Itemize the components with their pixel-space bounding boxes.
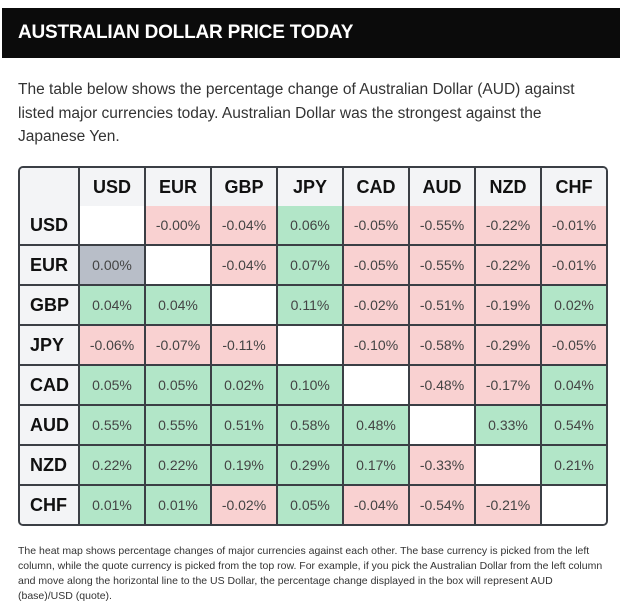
heatmap-cell: 0.48% <box>344 406 410 446</box>
heatmap-cell: -0.58% <box>410 326 476 366</box>
heatmap-cell: 0.05% <box>278 486 344 524</box>
column-header-cad: CAD <box>344 168 410 206</box>
column-header-usd: USD <box>80 168 146 206</box>
column-header-chf: CHF <box>542 168 606 206</box>
table-row: CHF 0.01% 0.01% -0.02% 0.05% -0.04% -0.54% -0.2… <box>20 486 606 524</box>
heatmap-cell: 0.58% <box>278 406 344 446</box>
heatmap-cell: -0.06% <box>80 326 146 366</box>
table-row: JPY -0.06% -0.07% -0.11% -0.10% -0.58% -0.29% -… <box>20 326 606 366</box>
heatmap-cell: -0.54% <box>410 486 476 524</box>
heatmap-cell: -0.51% <box>410 286 476 326</box>
page-title: AUSTRALIAN DOLLAR PRICE TODAY <box>18 22 354 43</box>
heatmap-cell: 0.01% <box>80 486 146 524</box>
currency-heatmap-table: USD EUR GBP JPY CAD AUD NZD CHF USD -0.00% -0.04%… <box>18 166 608 526</box>
row-header-aud: AUD <box>20 406 80 446</box>
heatmap-cell: 0.02% <box>212 366 278 406</box>
heatmap-cell: -0.05% <box>344 246 410 286</box>
row-header-chf: CHF <box>20 486 80 524</box>
heatmap-cell: 0.33% <box>476 406 542 446</box>
heatmap-cell <box>542 486 606 524</box>
heatmap-cell: 0.54% <box>542 406 606 446</box>
heatmap-cell: -0.00% <box>146 206 212 246</box>
heatmap-cell <box>410 406 476 446</box>
heatmap-cell: 0.22% <box>146 446 212 486</box>
heatmap-cell: -0.55% <box>410 206 476 246</box>
row-header-nzd: NZD <box>20 446 80 486</box>
heatmap-cell: 0.21% <box>542 446 606 486</box>
heatmap-cell: -0.55% <box>410 246 476 286</box>
row-header-cad: CAD <box>20 366 80 406</box>
table-row: USD -0.00% -0.04% 0.06% -0.05% -0.55% -0.22% -0… <box>20 206 606 246</box>
heatmap-cell: -0.29% <box>476 326 542 366</box>
heatmap-cell: -0.33% <box>410 446 476 486</box>
heatmap-cell <box>476 446 542 486</box>
corner-cell <box>20 168 80 206</box>
column-header-jpy: JPY <box>278 168 344 206</box>
heatmap-cell: 0.10% <box>278 366 344 406</box>
heatmap-cell: 0.04% <box>80 286 146 326</box>
heatmap-cell: -0.22% <box>476 206 542 246</box>
table-row: NZD 0.22% 0.22% 0.19% 0.29% 0.17% -0.33% 0.21% <box>20 446 606 486</box>
heatmap-cell: -0.11% <box>212 326 278 366</box>
column-header-eur: EUR <box>146 168 212 206</box>
heatmap-cell: 0.17% <box>344 446 410 486</box>
heatmap-cell: 0.02% <box>542 286 606 326</box>
heatmap-cell: 0.06% <box>278 206 344 246</box>
heatmap-cell: 0.01% <box>146 486 212 524</box>
heatmap-cell: 0.51% <box>212 406 278 446</box>
header-row: USD EUR GBP JPY CAD AUD NZD CHF <box>20 168 606 206</box>
heatmap-cell: 0.05% <box>146 366 212 406</box>
heatmap-cell: -0.19% <box>476 286 542 326</box>
heatmap-cell: 0.00% <box>80 246 146 286</box>
heatmap-cell: -0.01% <box>542 246 606 286</box>
heatmap-cell: -0.02% <box>344 286 410 326</box>
heatmap-cell: -0.17% <box>476 366 542 406</box>
table-row: GBP 0.04% 0.04% 0.11% -0.02% -0.51% -0.19% 0.02… <box>20 286 606 326</box>
column-header-aud: AUD <box>410 168 476 206</box>
heatmap-cell <box>344 366 410 406</box>
heatmap-cell: -0.48% <box>410 366 476 406</box>
heatmap-cell <box>278 326 344 366</box>
heatmap-cell: -0.04% <box>344 486 410 524</box>
row-header-gbp: GBP <box>20 286 80 326</box>
row-header-eur: EUR <box>20 246 80 286</box>
heatmap-cell: -0.10% <box>344 326 410 366</box>
heatmap-cell: -0.05% <box>344 206 410 246</box>
heatmap-cell: -0.04% <box>212 206 278 246</box>
heatmap-cell: 0.04% <box>146 286 212 326</box>
heatmap-cell: 0.11% <box>278 286 344 326</box>
row-header-usd: USD <box>20 206 80 246</box>
column-header-nzd: NZD <box>476 168 542 206</box>
heatmap-cell: -0.21% <box>476 486 542 524</box>
table-row: AUD 0.55% 0.55% 0.51% 0.58% 0.48% 0.33% 0.54% <box>20 406 606 446</box>
intro-text: The table below shows the percentage cha… <box>18 81 575 145</box>
heatmap-cell: 0.07% <box>278 246 344 286</box>
heatmap-cell: -0.01% <box>542 206 606 246</box>
heatmap-cell <box>146 246 212 286</box>
heatmap-cell: -0.02% <box>212 486 278 524</box>
heatmap-cell: 0.05% <box>80 366 146 406</box>
heatmap-cell: 0.55% <box>80 406 146 446</box>
title-bar: AUSTRALIAN DOLLAR PRICE TODAY <box>2 8 620 58</box>
table-row: EUR 0.00% -0.04% 0.07% -0.05% -0.55% -0.22% -0.… <box>20 246 606 286</box>
heatmap-cell: 0.29% <box>278 446 344 486</box>
footnote-text: The heat map shows percentage changes of… <box>18 545 603 602</box>
table-row: CAD 0.05% 0.05% 0.02% 0.10% -0.48% -0.17% 0.04% <box>20 366 606 406</box>
heatmap-cell: -0.22% <box>476 246 542 286</box>
heatmap-cell <box>80 206 146 246</box>
heatmap-cell: 0.19% <box>212 446 278 486</box>
heatmap-cell: 0.22% <box>80 446 146 486</box>
heatmap-cell: 0.04% <box>542 366 606 406</box>
heatmap-cell: -0.07% <box>146 326 212 366</box>
heatmap-cell: -0.05% <box>542 326 606 366</box>
heatmap-cell: -0.04% <box>212 246 278 286</box>
heatmap-cell: 0.55% <box>146 406 212 446</box>
row-header-jpy: JPY <box>20 326 80 366</box>
column-header-gbp: GBP <box>212 168 278 206</box>
heatmap-cell <box>212 286 278 326</box>
